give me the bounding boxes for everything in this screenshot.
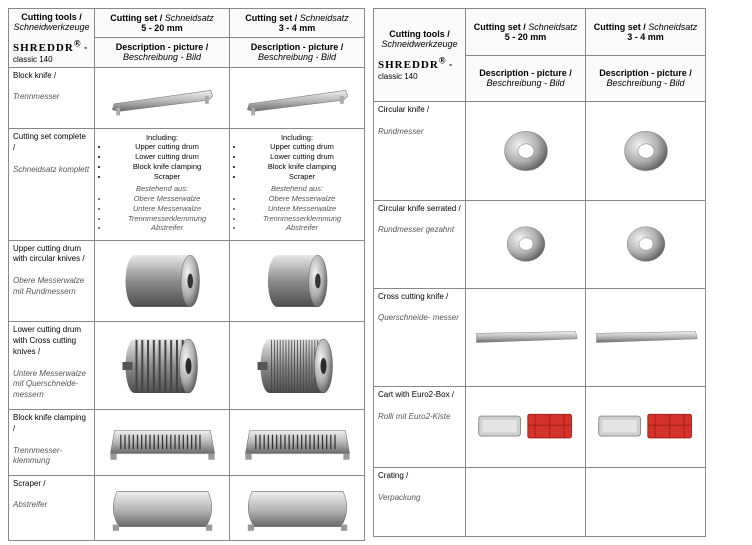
page: Cutting tools / Schneidwerkzeuge SHREDDR… [8, 8, 744, 537]
row-label: Block knife clamping /Trennmesser- klemm… [9, 410, 95, 476]
pic-cell [230, 322, 365, 410]
table-row: Lower cutting drum with Cross cutting kn… [9, 322, 365, 410]
hdr-tools-en: Cutting tools / [21, 12, 82, 22]
pic-cell: Including:Upper cutting drumLower cuttin… [95, 129, 230, 240]
table-row: Block knife clamping /Trennmesser- klemm… [9, 410, 365, 476]
include-list: Including:Upper cutting drumLower cuttin… [234, 133, 360, 234]
hdr-set1-r: Cutting set / Schneidsatz 5 - 20 mm [466, 9, 586, 56]
table-row: Circular knife /Rundmesser [374, 102, 706, 200]
hdr-set1: Cutting set / Schneidsatz 5 - 20 mm [95, 9, 230, 38]
pic-cell [466, 200, 586, 288]
table-row: Cart with Euro2-Box /Rolli mit Euro2-Kis… [374, 386, 706, 467]
row-label: Upper cutting drum with circular knives … [9, 240, 95, 322]
row-label: Lower cutting drum with Cross cutting kn… [9, 322, 95, 410]
left-body: Block knife /Trennmesser Cutting set com… [9, 67, 365, 541]
pic-cell [586, 200, 706, 288]
pic-cell [95, 475, 230, 541]
right-table: Cutting tools / Schneidwerkzeuge SHREDDR… [373, 8, 706, 537]
row-label: Crating /Verpackung [374, 468, 466, 537]
pic-cell [466, 386, 586, 467]
row-label: Cart with Euro2-Box /Rolli mit Euro2-Kis… [374, 386, 466, 467]
table-row: Cutting set complete /Schneidsatz komple… [9, 129, 365, 240]
brand-sub: classic 140 [13, 55, 53, 64]
row-label: Cross cutting knife /Querschneide- messe… [374, 288, 466, 386]
pic-cell [95, 410, 230, 476]
pic-cell [230, 67, 365, 129]
brand: SHREDDR® [13, 42, 82, 54]
pic-cell [466, 288, 586, 386]
pic-cell [466, 468, 586, 537]
pic-cell [230, 410, 365, 476]
hdr-desc2: Description - picture / Beschreibung - B… [230, 38, 365, 67]
pic-cell [95, 240, 230, 322]
include-list: Including:Upper cutting drumLower cuttin… [99, 133, 225, 234]
row-label: Scraper /Abstreifer [9, 475, 95, 541]
hdr-set2: Cutting set / Schneidsatz 3 - 4 mm [230, 9, 365, 38]
hdr-desc2-r: Description - picture / Beschreibung - B… [586, 55, 706, 102]
row-label: Circular knife serrated /Rundmesser geza… [374, 200, 466, 288]
table-row: Scraper /Abstreifer [9, 475, 365, 541]
pic-cell [586, 468, 706, 537]
left-table: Cutting tools / Schneidwerkzeuge SHREDDR… [8, 8, 365, 541]
pic-cell [586, 386, 706, 467]
hdr-set2-r: Cutting set / Schneidsatz 3 - 4 mm [586, 9, 706, 56]
header-row-1-r: Cutting tools / Schneidwerkzeuge SHREDDR… [374, 9, 706, 56]
table-row: Upper cutting drum with circular knives … [9, 240, 365, 322]
table-row: Cross cutting knife /Querschneide- messe… [374, 288, 706, 386]
pic-cell: Including:Upper cutting drumLower cuttin… [230, 129, 365, 240]
hdr-desc1-r: Description - picture / Beschreibung - B… [466, 55, 586, 102]
hdr-tools-r: Cutting tools / Schneidwerkzeuge SHREDDR… [374, 9, 466, 102]
pic-cell [586, 102, 706, 200]
hdr-desc1: Description - picture / Beschreibung - B… [95, 38, 230, 67]
row-label: Cutting set complete /Schneidsatz komple… [9, 129, 95, 240]
header-row-1: Cutting tools / Schneidwerkzeuge SHREDDR… [9, 9, 365, 38]
row-label: Circular knife /Rundmesser [374, 102, 466, 200]
hdr-tools: Cutting tools / Schneidwerkzeuge SHREDDR… [9, 9, 95, 68]
pic-cell [586, 288, 706, 386]
table-row: Circular knife serrated /Rundmesser geza… [374, 200, 706, 288]
right-body: Circular knife /Rundmesser Circular knif… [374, 102, 706, 537]
hdr-tools-de: Schneidwerkzeuge [13, 22, 89, 32]
pic-cell [95, 322, 230, 410]
pic-cell [95, 67, 230, 129]
pic-cell [466, 102, 586, 200]
table-row: Block knife /Trennmesser [9, 67, 365, 129]
row-label: Block knife /Trennmesser [9, 67, 95, 129]
table-row: Crating /Verpackung [374, 468, 706, 537]
brand-r: SHREDDR® [378, 59, 447, 71]
pic-cell [230, 240, 365, 322]
pic-cell [230, 475, 365, 541]
